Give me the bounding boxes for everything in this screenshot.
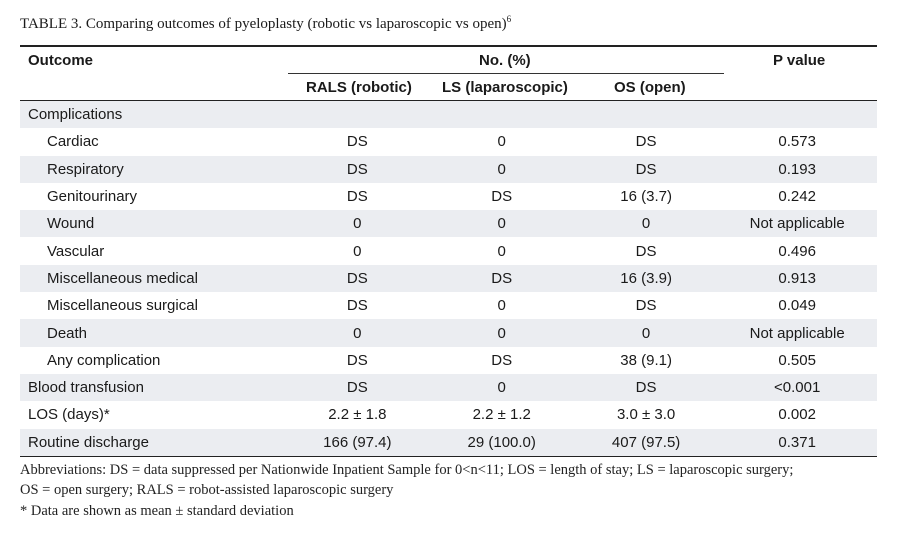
caption-label: TABLE 3. xyxy=(20,16,83,32)
cell-ls xyxy=(428,101,575,129)
cell-ls: DS xyxy=(491,188,513,206)
row-label: Blood transfusion xyxy=(20,373,287,402)
cell-rals: 166 (97.4) xyxy=(286,428,429,456)
bottom-rule xyxy=(20,456,877,457)
cell-os: 0 xyxy=(574,319,718,347)
header-col-ls: LS (laparoscopic) xyxy=(442,79,568,96)
top-rule xyxy=(20,45,877,47)
cell-os: DS xyxy=(635,297,657,315)
cell-ls: 0 xyxy=(428,210,575,238)
row-label: Genitourinary xyxy=(47,188,138,206)
cell-rals: DS xyxy=(286,155,429,183)
cell-os: 16 (3.9) xyxy=(574,264,718,293)
row-label: Cardiac xyxy=(47,133,99,151)
row-label: Wound xyxy=(20,210,287,238)
cell-rals: 0 xyxy=(286,319,429,347)
cell-rals: DS xyxy=(286,264,429,293)
header-p-value: P value xyxy=(773,52,826,69)
cell-os: DS xyxy=(635,242,657,260)
cell-p-value: 0.002 xyxy=(778,406,816,424)
cell-os: DS xyxy=(574,155,718,183)
cell-ls: 29 (100.0) xyxy=(428,428,575,456)
cell-os: 3.0 ± 3.0 xyxy=(616,406,676,424)
table-row: Complications xyxy=(20,101,877,129)
cell-rals: DS xyxy=(346,133,368,151)
row-label: Miscellaneous medical xyxy=(20,264,287,293)
cell-p-value: 0.505 xyxy=(778,351,816,369)
cell-ls: 0 xyxy=(428,155,575,183)
table-caption: TABLE 3. Comparing outcomes of pyeloplas… xyxy=(20,14,511,33)
cell-p-value: Not applicable xyxy=(717,210,877,238)
table-row: Genitourinary DS DS 16 (3.7) 0.242 xyxy=(20,183,877,210)
cell-rals: DS xyxy=(286,373,429,402)
cell-p-value: 0.913 xyxy=(717,264,877,293)
row-label: Death xyxy=(20,319,287,347)
table-row: Any complication DS DS 38 (9.1) 0.505 xyxy=(20,347,877,374)
row-label: LOS (days)* xyxy=(28,406,110,424)
table-row: Death 0 0 0 Not applicable xyxy=(20,319,877,347)
cell-p-value: 0.496 xyxy=(778,242,816,260)
cell-ls: 0 xyxy=(497,242,506,260)
table-row: Respiratory DS 0 DS 0.193 xyxy=(20,155,877,183)
cell-os: DS xyxy=(574,373,718,402)
outcomes-table: Complications Cardiac DS 0 DS 0.573 Respirator… xyxy=(20,101,877,456)
cell-rals: 0 xyxy=(353,242,362,260)
cell-os: 0 xyxy=(574,210,718,238)
cell-rals: DS xyxy=(346,297,368,315)
header-outcome: Outcome xyxy=(28,52,94,69)
cell-p-value: 0.049 xyxy=(778,297,816,315)
group-rule xyxy=(288,73,724,74)
cell-p-value: 0.193 xyxy=(717,155,877,183)
footnote-mean-sd: * Data are shown as mean ± standard devi… xyxy=(20,503,294,519)
header-col-rals: RALS (robotic) xyxy=(306,79,412,96)
caption-reference: 6 xyxy=(506,14,512,24)
cell-rals: DS xyxy=(346,188,368,206)
header-group: No. (%) xyxy=(479,52,531,69)
cell-os: 16 (3.7) xyxy=(620,188,672,206)
footnote-abbreviations-cont: OS = open surgery; RALS = robot-assisted… xyxy=(20,482,394,498)
header-rule xyxy=(20,100,877,101)
row-label: Complications xyxy=(20,101,287,129)
cell-p-value: 0.242 xyxy=(778,188,816,206)
cell-ls: 2.2 ± 1.2 xyxy=(472,406,531,424)
table-row: Miscellaneous medical DS DS 16 (3.9) 0.913 xyxy=(20,264,877,293)
header-col-os: OS (open) xyxy=(614,79,686,96)
cell-p-value xyxy=(717,101,877,129)
cell-rals: DS xyxy=(346,351,368,369)
cell-p-value: 0.371 xyxy=(717,428,877,456)
cell-rals: 2.2 ± 1.8 xyxy=(328,406,387,424)
row-label: Respiratory xyxy=(20,155,287,183)
table-row: LOS (days)* 2.2 ± 1.8 2.2 ± 1.2 3.0 ± 3.0 0.… xyxy=(20,401,877,428)
cell-p-value: Not applicable xyxy=(717,319,877,347)
table-row: Cardiac DS 0 DS 0.573 xyxy=(20,128,877,155)
table-row: Miscellaneous surgical DS 0 DS 0.049 xyxy=(20,292,877,319)
cell-ls: 0 xyxy=(428,319,575,347)
row-label: Vascular xyxy=(47,242,105,260)
cell-p-value: <0.001 xyxy=(717,373,877,402)
footnote-abbreviations: Abbreviations: DS = data suppressed per … xyxy=(20,462,794,478)
cell-p-value: 0.573 xyxy=(778,133,816,151)
cell-os: 407 (97.5) xyxy=(574,428,718,456)
cell-ls: DS xyxy=(491,351,513,369)
cell-os: 38 (9.1) xyxy=(620,351,672,369)
row-label: Any complication xyxy=(47,351,161,369)
table-row: Blood transfusion DS 0 DS <0.001 xyxy=(20,373,877,402)
cell-os: DS xyxy=(635,133,657,151)
table-row: Routine discharge 166 (97.4) 29 (100.0) 407… xyxy=(20,428,877,456)
row-label: Routine discharge xyxy=(20,428,287,456)
row-label: Miscellaneous surgical xyxy=(47,297,198,315)
cell-ls: 0 xyxy=(497,297,506,315)
cell-ls: 0 xyxy=(428,373,575,402)
cell-ls: DS xyxy=(428,264,575,293)
cell-rals xyxy=(286,101,429,129)
cell-ls: 0 xyxy=(497,133,506,151)
table-row: Wound 0 0 0 Not applicable xyxy=(20,210,877,238)
cell-os xyxy=(574,101,718,129)
caption-text: Comparing outcomes of pyeloplasty (robot… xyxy=(85,16,507,32)
table-row: Vascular 0 0 DS 0.496 xyxy=(20,237,877,264)
cell-rals: 0 xyxy=(286,210,429,238)
